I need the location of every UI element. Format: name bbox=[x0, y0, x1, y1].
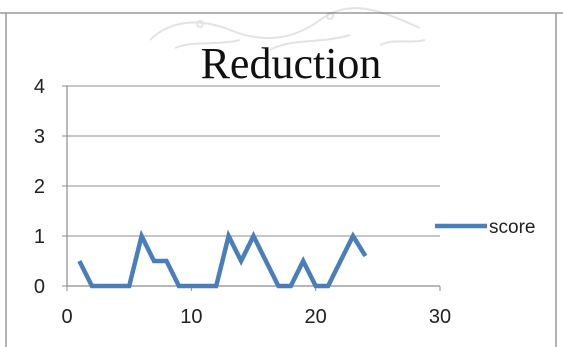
series-layer bbox=[77, 229, 368, 289]
series-line-score bbox=[77, 229, 368, 289]
grid-layer bbox=[67, 85, 440, 237]
legend-label-score: score bbox=[489, 217, 535, 238]
x-tick-label-0: 0 bbox=[61, 306, 72, 328]
x-tick-label-10: 10 bbox=[180, 306, 202, 328]
y-tick-label-1: 1 bbox=[34, 226, 45, 248]
axis-layer: 0 1 2 3 4 0 10 20 30 bbox=[34, 76, 451, 328]
x-tick-label-20: 20 bbox=[305, 306, 327, 328]
y-tick-label-3: 3 bbox=[34, 126, 45, 148]
chart-title: Reduction bbox=[201, 39, 382, 88]
legend: score bbox=[435, 217, 535, 238]
y-tick-label-0: 0 bbox=[34, 276, 45, 298]
x-tick-label-30: 30 bbox=[429, 306, 451, 328]
y-tick-label-4: 4 bbox=[34, 76, 45, 98]
y-tick-label-2: 2 bbox=[34, 176, 45, 198]
watermark bbox=[149, 7, 426, 51]
